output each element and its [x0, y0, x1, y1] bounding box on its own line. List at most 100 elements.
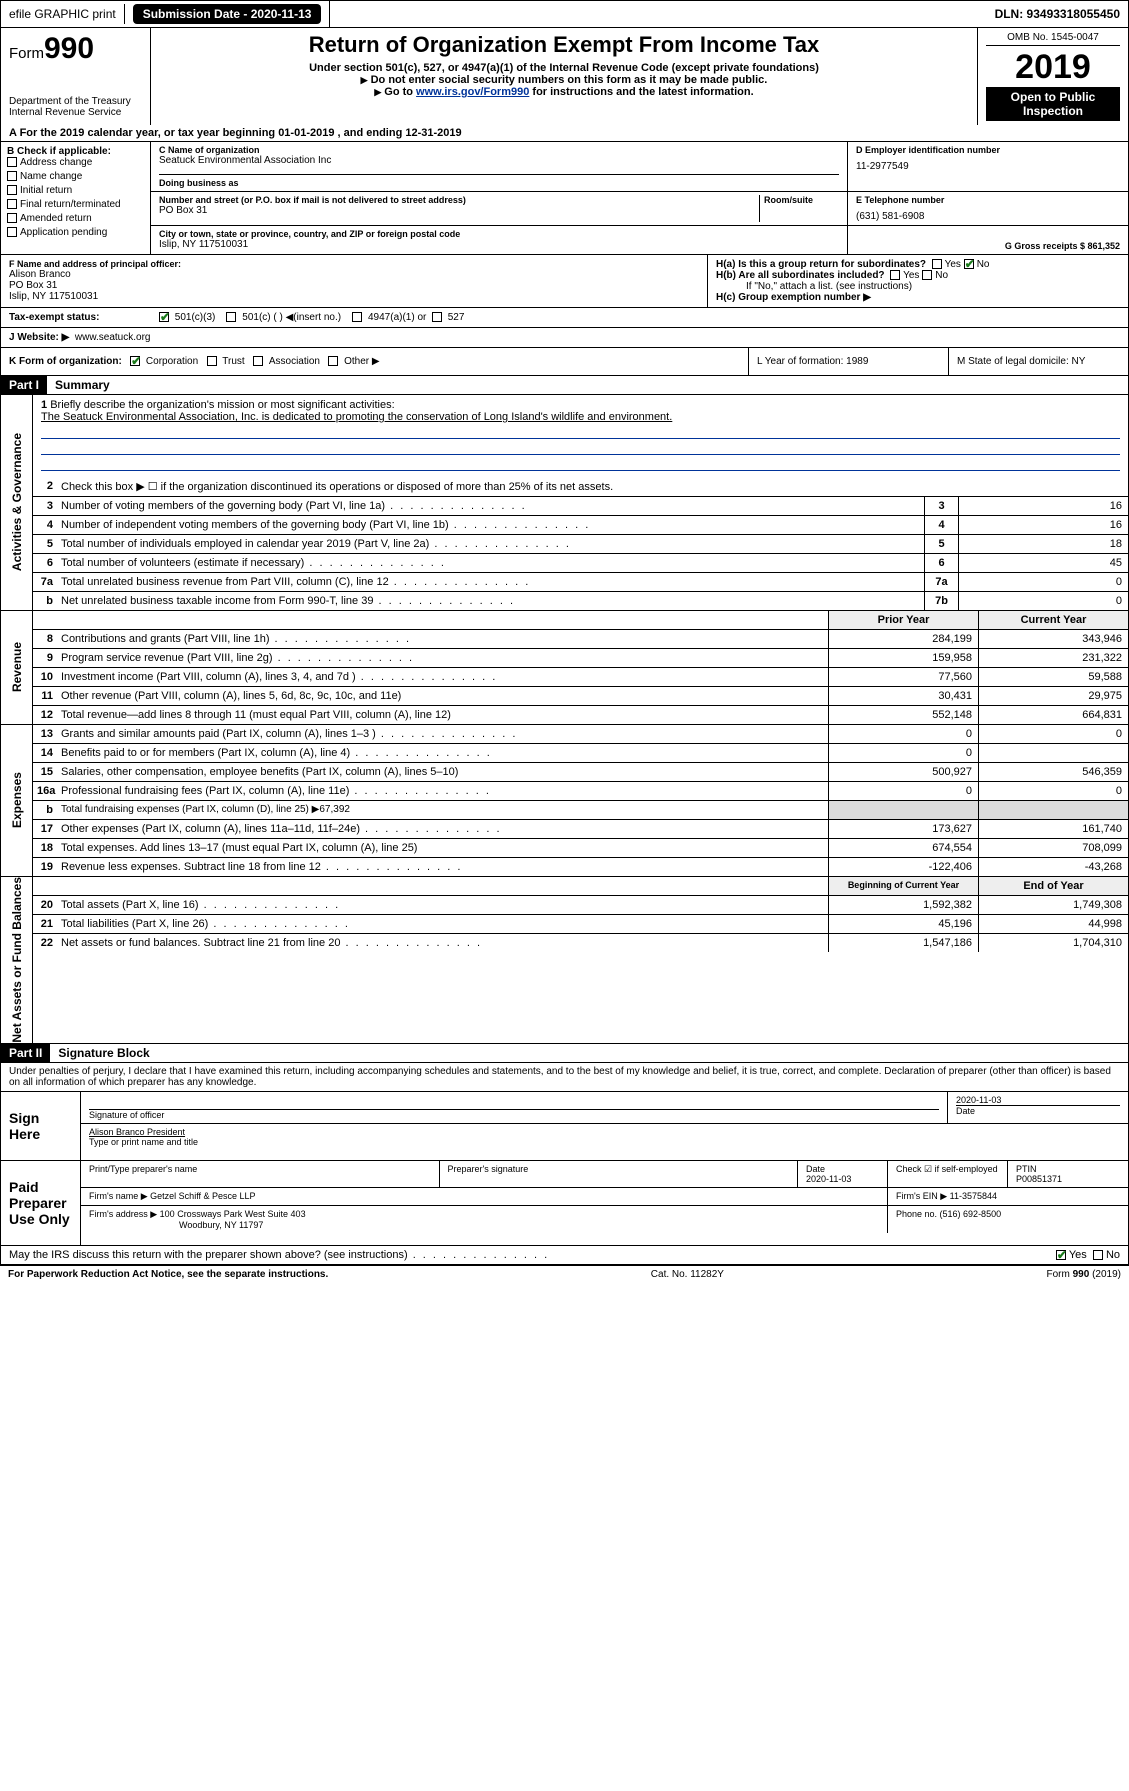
city-label: City or town, state or province, country… [159, 229, 839, 239]
firm-phone: Phone no. (516) 692-8500 [888, 1206, 1128, 1233]
paperwork-notice: For Paperwork Reduction Act Notice, see … [8, 1269, 328, 1280]
dba-label: Doing business as [159, 174, 839, 188]
current-year-hdr: Current Year [978, 611, 1128, 629]
line6: Total number of volunteers (estimate if … [57, 554, 924, 572]
check-corp[interactable] [130, 356, 140, 366]
line12: Total revenue—add lines 8 through 11 (mu… [57, 706, 828, 724]
line3: Number of voting members of the governin… [57, 497, 924, 515]
v7a: 0 [958, 573, 1128, 591]
row-k: K Form of organization: Corporation Trus… [0, 348, 1129, 376]
line19: Revenue less expenses. Subtract line 18 … [57, 858, 828, 876]
line14: Benefits paid to or for members (Part IX… [57, 744, 828, 762]
cat-no: Cat. No. 11282Y [651, 1269, 724, 1280]
date-label: Date [956, 1105, 1120, 1116]
section-revenue: Revenue Prior YearCurrent Year 8Contribu… [0, 611, 1129, 725]
open-inspection: Open to Public Inspection [986, 87, 1120, 121]
check-4947[interactable] [352, 312, 362, 322]
discuss-question: May the IRS discuss this return with the… [9, 1249, 549, 1261]
v3: 16 [958, 497, 1128, 515]
dln: DLN: 93493318055450 [987, 4, 1128, 24]
mission-label: Briefly describe the organization's miss… [50, 399, 394, 411]
check-initial-return[interactable] [7, 185, 17, 195]
efile-label[interactable]: efile GRAPHIC print [1, 4, 125, 24]
sign-here-label: Sign Here [1, 1092, 81, 1160]
ptin-value: P00851371 [1016, 1174, 1062, 1184]
h-b-note: If "No," attach a list. (see instruction… [716, 281, 1120, 292]
section-bcd: B Check if applicable: Address change Na… [0, 142, 1129, 255]
year-formation: L Year of formation: 1989 [748, 348, 948, 375]
h-c: H(c) Group exemption number ▶ [716, 292, 1120, 303]
city-value: Islip, NY 117510031 [159, 239, 839, 250]
check-527[interactable] [432, 312, 442, 322]
hb-yes[interactable] [890, 270, 900, 280]
subtitle-2: Do not enter social security numbers on … [159, 74, 969, 86]
officer-label: F Name and address of principal officer: [9, 259, 699, 269]
row-i: Tax-exempt status: 501(c)(3) 501(c) ( ) … [0, 308, 1129, 328]
officer-addr1: PO Box 31 [9, 280, 699, 291]
line13: Grants and similar amounts paid (Part IX… [57, 725, 828, 743]
h-b: H(b) Are all subordinates included? Yes … [716, 270, 1120, 281]
line11: Other revenue (Part VIII, column (A), li… [57, 687, 828, 705]
line18: Total expenses. Add lines 13–17 (must eq… [57, 839, 828, 857]
ha-yes[interactable] [932, 259, 942, 269]
omb-number: OMB No. 1545-0047 [986, 32, 1120, 46]
check-application-pending[interactable] [7, 227, 17, 237]
v5: 18 [958, 535, 1128, 553]
line17: Other expenses (Part IX, column (A), lin… [57, 820, 828, 838]
perjury-declaration: Under penalties of perjury, I declare th… [1, 1063, 1128, 1091]
sig-date: 2020-11-03 [956, 1095, 1120, 1105]
line15: Salaries, other compensation, employee b… [57, 763, 828, 781]
line7b: Net unrelated business taxable income fr… [57, 592, 924, 610]
check-501c3[interactable] [159, 312, 169, 322]
line16a: Professional fundraising fees (Part IX, … [57, 782, 828, 800]
part2-header: Part II Signature Block [0, 1044, 1129, 1063]
submission-date: Submission Date - 2020-11-13 [125, 1, 331, 27]
v6: 45 [958, 554, 1128, 572]
ha-no[interactable] [964, 259, 974, 269]
check-trust[interactable] [207, 356, 217, 366]
line9: Program service revenue (Part VIII, line… [57, 649, 828, 667]
row-a-tax-year: A For the 2019 calendar year, or tax yea… [0, 125, 1129, 142]
check-self-employed[interactable]: Check ☑ if self-employed [888, 1161, 1008, 1187]
check-501c[interactable] [226, 312, 236, 322]
officer-print-label: Type or print name and title [89, 1137, 1120, 1147]
mission-text: The Seatuck Environmental Association, I… [41, 411, 672, 423]
paid-preparer-label: Paid Preparer Use Only [1, 1161, 81, 1245]
beg-year-hdr: Beginning of Current Year [828, 877, 978, 895]
prep-date: 2020-11-03 [806, 1174, 851, 1184]
tax-year: 2019 [986, 48, 1120, 87]
irs-label: Internal Revenue Service [9, 107, 142, 118]
check-other[interactable] [328, 356, 338, 366]
check-name-change[interactable] [7, 171, 17, 181]
line8: Contributions and grants (Part VIII, lin… [57, 630, 828, 648]
discuss-yes[interactable] [1056, 1250, 1066, 1260]
part1-header: Part I Summary [0, 376, 1129, 395]
check-address-change[interactable] [7, 157, 17, 167]
firm-name: Getzel Schiff & Pesce LLP [150, 1191, 255, 1201]
form990-link[interactable]: www.irs.gov/Form990 [416, 86, 529, 98]
check-amended[interactable] [7, 213, 17, 223]
subtitle-3: Go to www.irs.gov/Form990 for instructio… [159, 86, 969, 98]
form-title: Return of Organization Exempt From Incom… [159, 32, 969, 58]
line5: Total number of individuals employed in … [57, 535, 924, 553]
line10: Investment income (Part VIII, column (A)… [57, 668, 828, 686]
sig-officer-label: Signature of officer [89, 1109, 939, 1120]
row-j: J Website: ▶ www.seatuck.org [0, 328, 1129, 348]
discuss-no[interactable] [1093, 1250, 1103, 1260]
addr-value: PO Box 31 [159, 205, 759, 216]
check-assoc[interactable] [253, 356, 263, 366]
prior-year-hdr: Prior Year [828, 611, 978, 629]
tel-value: (631) 581-6908 [856, 211, 1120, 222]
org-name-label: C Name of organization [159, 145, 839, 155]
line2: Check this box ▶ ☐ if the organization d… [57, 477, 1128, 496]
firm-addr1: 100 Crossways Park West Suite 403 [160, 1209, 306, 1219]
v4: 16 [958, 516, 1128, 534]
section-expenses: Expenses 13Grants and similar amounts pa… [0, 725, 1129, 877]
hb-no[interactable] [922, 270, 932, 280]
ein-value: 11-2977549 [856, 161, 1120, 172]
page-footer: For Paperwork Reduction Act Notice, see … [0, 1265, 1129, 1283]
addr-label: Number and street (or P.O. box if mail i… [159, 195, 759, 205]
vtab-net-assets: Net Assets or Fund Balances [1, 877, 33, 1043]
vtab-expenses: Expenses [1, 725, 33, 876]
check-final-return[interactable] [7, 199, 17, 209]
